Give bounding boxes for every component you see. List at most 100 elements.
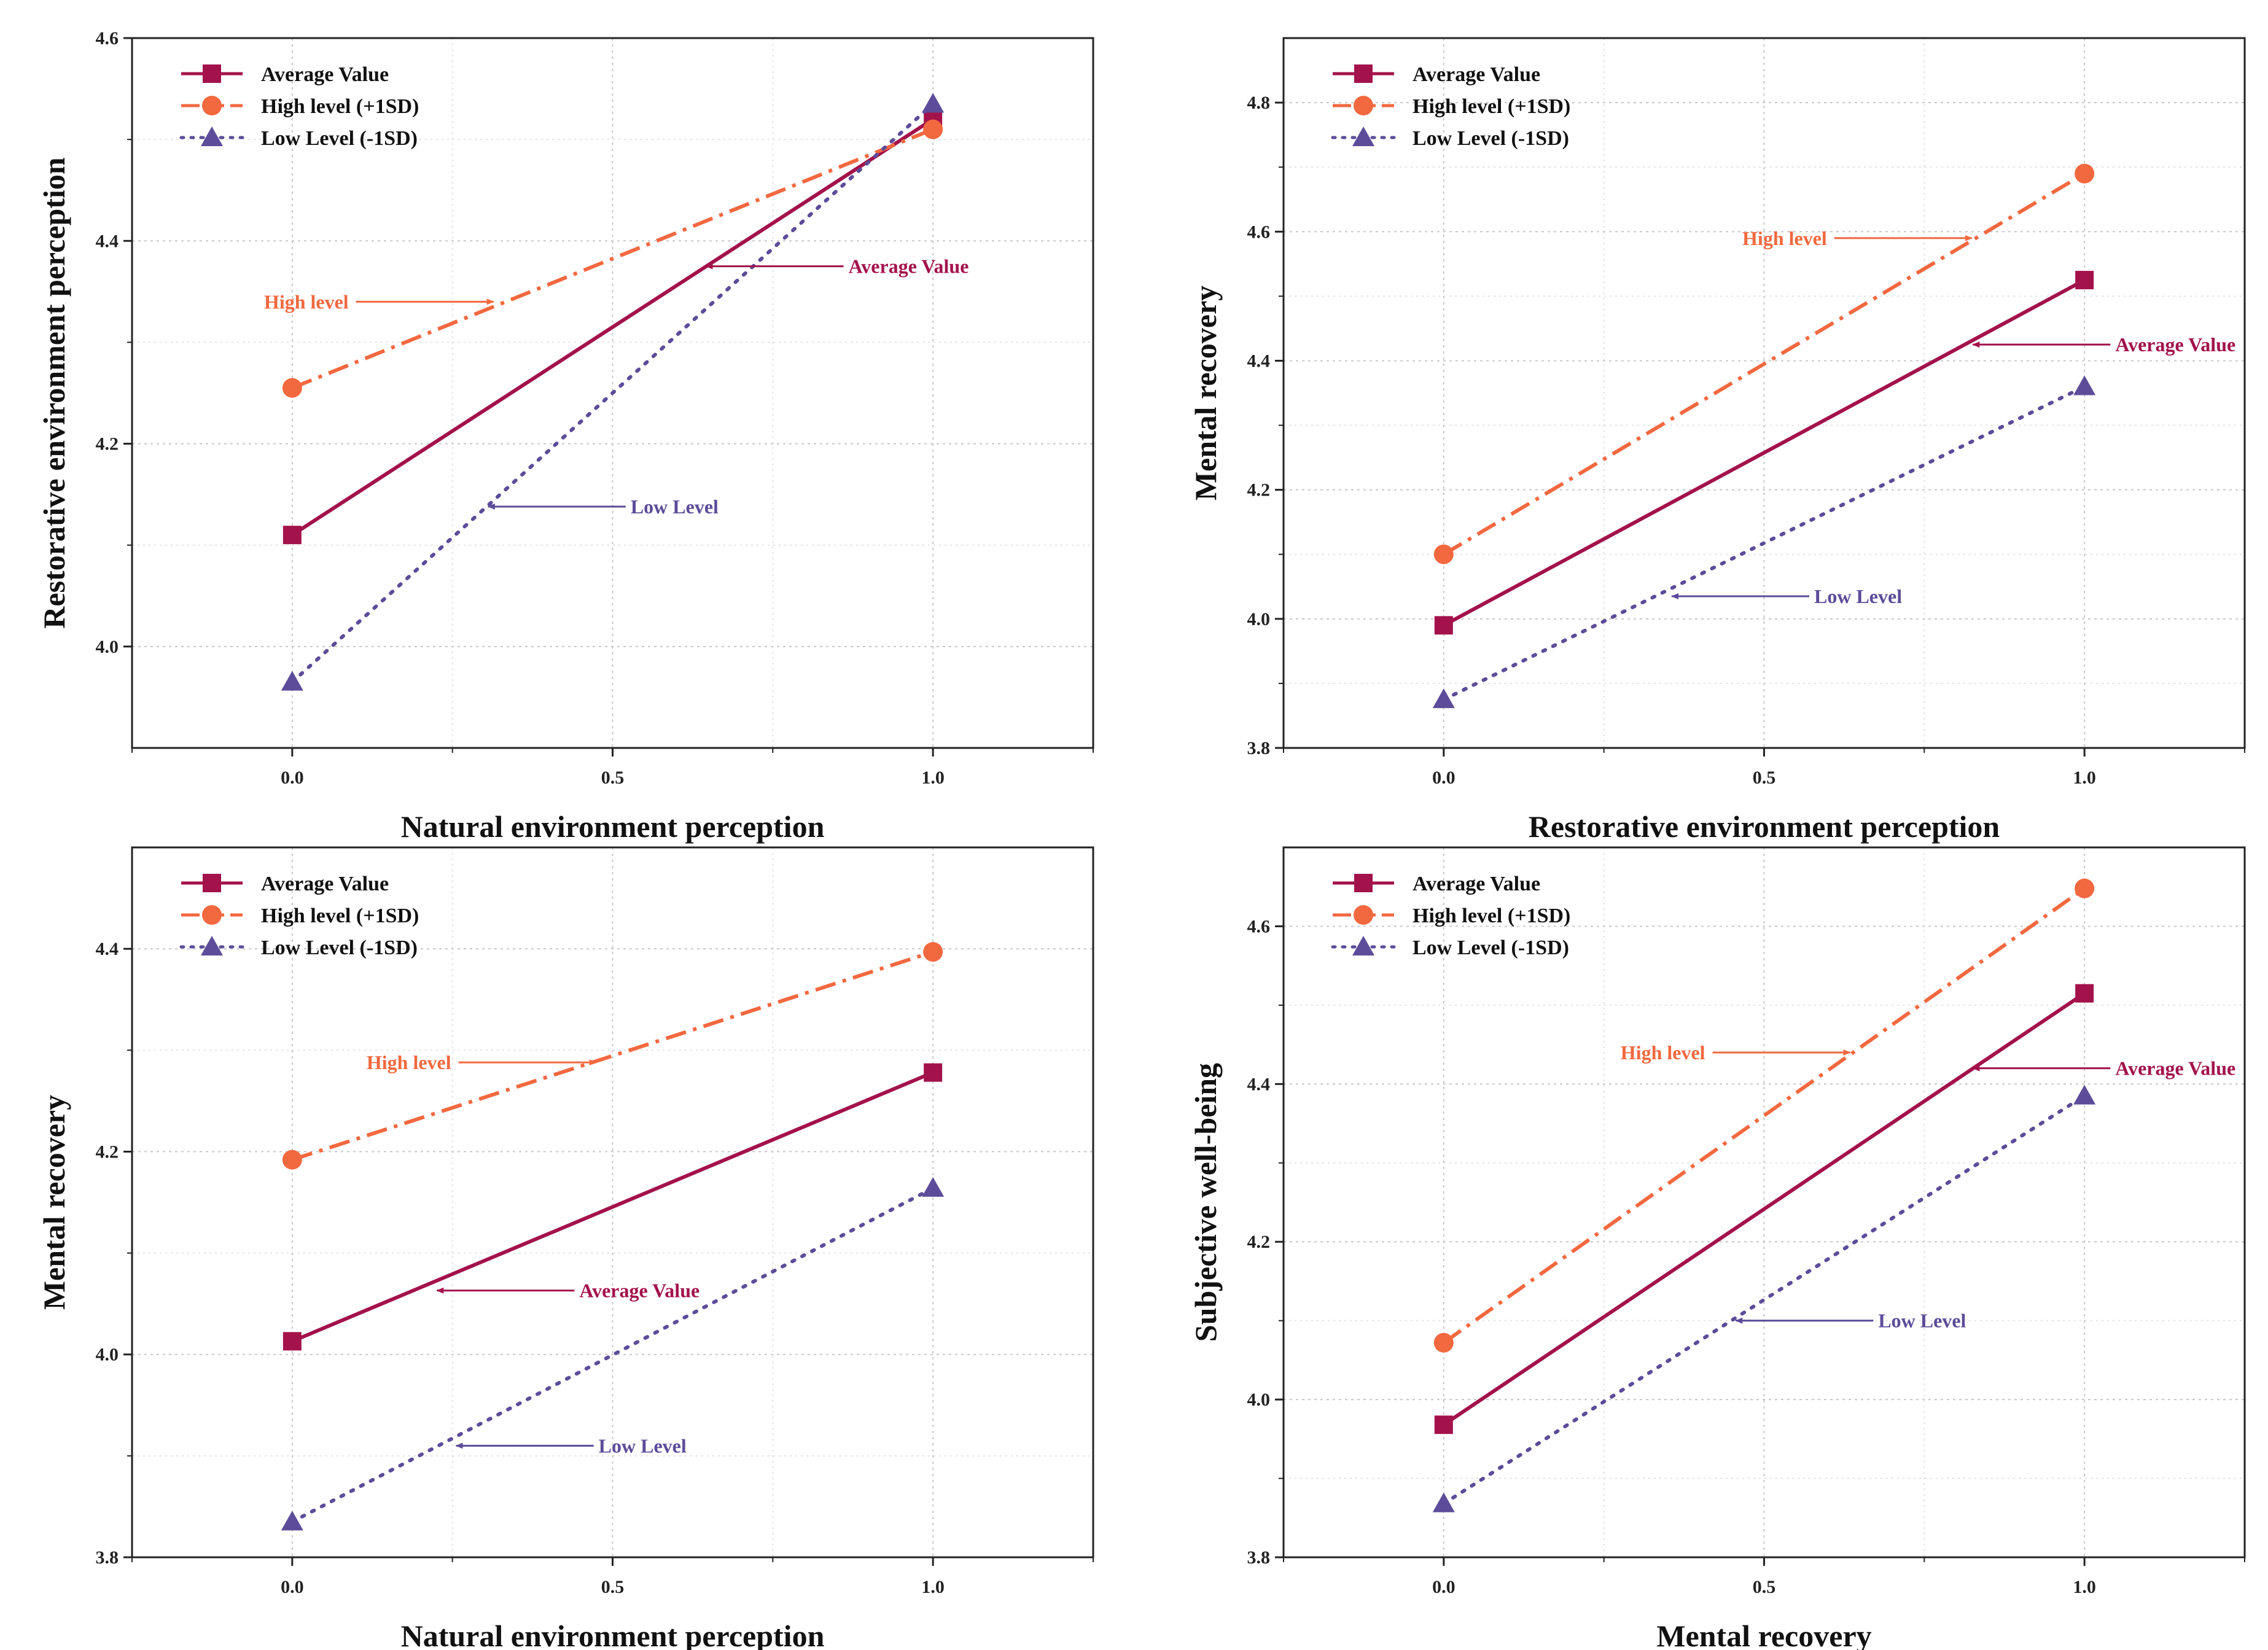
y-tick-label: 4.4 (96, 939, 119, 959)
y-tick-label: 4.2 (96, 1142, 119, 1162)
series-average (1434, 271, 2094, 635)
series-high (1433, 163, 2095, 564)
series-high (1433, 878, 2095, 1353)
data-point-low (922, 1177, 945, 1197)
legend-label-average: Average Value (261, 63, 389, 86)
data-point-average (1434, 1415, 1453, 1434)
legend: Average Value High level (+1SD) Low Level … (179, 63, 419, 150)
legend-label-low: Low Level (-1SD) (1413, 936, 1569, 959)
legend-marker-low (1352, 126, 1374, 146)
annotation-label-average: Average Value (579, 1280, 699, 1302)
x-axis-title: Mental recovery (1656, 1619, 1871, 1650)
legend-marker-low (201, 126, 223, 146)
y-tick-label: 4.8 (1247, 93, 1271, 113)
data-point-low (281, 671, 303, 691)
data-point-average (283, 526, 302, 545)
data-point-average (924, 1063, 943, 1082)
x-tick-label: 1.0 (2073, 1577, 2096, 1597)
annotation-label-low: Low Level (599, 1434, 687, 1457)
y-tick-label: 4.2 (96, 434, 119, 454)
x-axis-title: Restorative environment perception (1529, 809, 2000, 844)
legend-marker-average (1354, 874, 1373, 892)
series-line-low (1441, 1094, 2087, 1506)
series-low (1432, 375, 2096, 709)
series-line-average (1443, 278, 2086, 627)
data-point-high (2075, 163, 2095, 184)
legend-label-average: Average Value (261, 873, 389, 895)
legend: Average Value High level (+1SD) Low Level … (179, 873, 419, 959)
y-tick-label: 4.2 (1247, 1232, 1271, 1252)
data-point-low (2073, 375, 2096, 395)
x-tick-label: 0.5 (1753, 1577, 1776, 1597)
data-point-low (1432, 688, 1455, 709)
legend-label-low: Low Level (-1SD) (261, 936, 418, 959)
x-axis-title: Natural environment perception (401, 1619, 825, 1650)
y-tick-label: 4.6 (1247, 222, 1271, 242)
series-line-average (291, 1070, 934, 1344)
annotation-label-high: High level (367, 1051, 451, 1073)
annotation-low: Low Level (1735, 1310, 1966, 1332)
chart-panel-1: 0.0 0.5 1.0 4.0 4.2 4.4 4.6 Natural environment… (37, 28, 1094, 844)
legend: Average Value High level (+1SD) Low Level … (1331, 63, 1570, 150)
x-tick-label: 1.0 (2073, 768, 2096, 788)
annotation-label-average: Average Value (849, 255, 969, 278)
data-point-high (282, 1150, 302, 1170)
series-line-high (291, 950, 934, 1162)
series-low (1432, 1084, 2096, 1512)
series-line-high (291, 127, 934, 390)
annotation-average: Average Value (705, 255, 969, 278)
legend-marker-average (203, 64, 221, 83)
data-point-average (2075, 984, 2094, 1003)
legend-marker-high (1354, 96, 1373, 115)
data-point-low (922, 93, 945, 113)
y-tick-label: 4.0 (96, 637, 119, 657)
y-tick-label: 4.6 (1247, 916, 1271, 936)
data-point-average (283, 1332, 302, 1351)
series-line-high (1443, 887, 2086, 1345)
annotation-label-low: Low Level (1878, 1310, 1966, 1332)
data-point-average (2075, 271, 2094, 290)
legend: Average Value High level (+1SD) Low Level … (1331, 873, 1570, 959)
y-tick-label: 4.0 (1247, 1390, 1271, 1410)
y-axis-title: Subjective well-being (1188, 1063, 1223, 1342)
y-tick-label: 3.8 (1247, 738, 1271, 758)
y-axis-title: Mental recovery (37, 1095, 71, 1310)
legend-label-high: High level (+1SD) (1413, 905, 1570, 927)
annotation-label-low: Low Level (631, 496, 719, 518)
legend-label-low: Low Level (-1SD) (261, 127, 418, 150)
legend-marker-high (202, 96, 222, 115)
annotation-label-high: High level (1742, 227, 1827, 249)
x-tick-label: 0.5 (601, 768, 625, 788)
data-point-high (923, 119, 943, 139)
x-tick-label: 1.0 (921, 1577, 945, 1597)
legend-label-high: High level (+1SD) (261, 905, 419, 927)
legend-label-average: Average Value (1413, 63, 1540, 86)
annotation-high: High level (367, 1051, 597, 1073)
annotation-high: High level (1621, 1041, 1851, 1064)
y-tick-label: 3.8 (1247, 1547, 1271, 1568)
data-point-high (2075, 878, 2095, 898)
legend-marker-high (1354, 905, 1373, 925)
annotation-label-low: Low Level (1814, 585, 1902, 607)
data-point-high (1433, 1333, 1454, 1353)
chart-panel-2: 0.0 0.5 1.0 3.8 4.0 4.2 4.4 4.6 4.8 Restorative e… (1188, 37, 2246, 844)
y-tick-label: 4.4 (96, 231, 119, 251)
y-tick-label: 4.4 (1247, 1074, 1271, 1094)
legend-label-high: High level (+1SD) (1413, 95, 1570, 118)
data-point-low (1432, 1492, 1455, 1512)
x-axis-title: Natural environment perception (401, 809, 825, 844)
legend-label-average: Average Value (1413, 873, 1540, 895)
x-tick-label: 0.0 (281, 768, 304, 788)
series-line-low (290, 102, 935, 684)
data-point-low (2073, 1084, 2096, 1105)
series-line-high (1443, 172, 2086, 556)
annotation-low: Low Level (455, 1434, 687, 1457)
series-line-low (290, 1186, 935, 1524)
data-point-average (1434, 616, 1453, 635)
y-tick-label: 3.8 (96, 1547, 119, 1568)
series-high (282, 119, 943, 398)
legend-marker-average (1354, 64, 1373, 83)
x-tick-label: 0.5 (1753, 768, 1776, 788)
y-tick-label: 4.4 (1247, 351, 1271, 371)
